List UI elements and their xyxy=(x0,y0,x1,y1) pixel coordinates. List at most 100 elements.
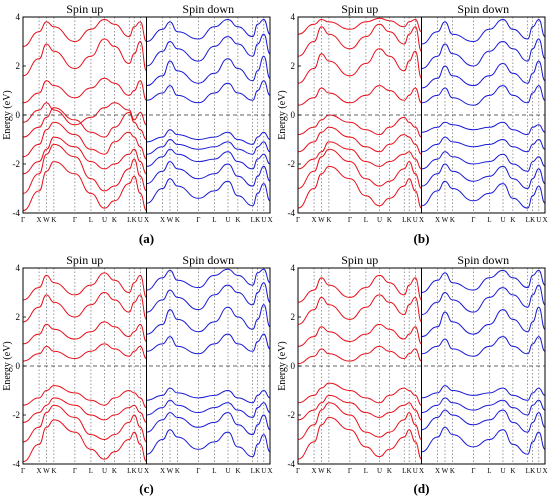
k-point-label: Γ xyxy=(296,467,300,475)
k-point-label: K xyxy=(510,216,515,224)
k-point-label: U xyxy=(377,216,382,224)
k-point-label: X xyxy=(542,216,547,224)
band-line xyxy=(22,102,147,126)
y-tick-label: -2 xyxy=(13,159,21,169)
band-line xyxy=(146,412,271,436)
k-point-label: K xyxy=(175,467,180,475)
subplot-spin-up: Spin up xyxy=(297,2,422,213)
band-line xyxy=(146,282,271,313)
k-point-label: U xyxy=(138,216,143,224)
band-line xyxy=(297,85,422,106)
y-axis-label: Energy (eV) xyxy=(277,90,288,140)
k-point-label: K xyxy=(112,216,117,224)
band-line xyxy=(421,409,546,433)
band-line xyxy=(421,18,546,45)
k-point-label: X xyxy=(144,216,149,224)
k-point-label: U xyxy=(261,216,266,224)
k-point-label: K xyxy=(510,467,515,475)
k-point-label: W xyxy=(43,216,50,224)
band-line xyxy=(421,269,546,293)
k-point-label: K xyxy=(132,216,137,224)
k-point-label: K xyxy=(235,216,240,224)
k-point-label: W xyxy=(442,467,449,475)
k-point-label: X xyxy=(435,216,440,224)
band-line xyxy=(297,48,422,84)
k-point-label: X xyxy=(37,467,42,475)
y-tick-label: 4 xyxy=(16,263,21,273)
y-tick-label: 0 xyxy=(291,110,296,120)
band-line xyxy=(146,33,271,67)
k-point-label: U xyxy=(102,467,107,475)
k-point-label: U xyxy=(225,216,230,224)
k-point-label: L xyxy=(212,467,216,475)
k-point-label: W xyxy=(167,467,174,475)
k-point-label: K xyxy=(175,216,180,224)
k-point-label: L xyxy=(127,216,131,224)
band-line xyxy=(146,80,271,104)
k-point-label: K xyxy=(450,467,455,475)
k-point-label: L xyxy=(487,216,491,224)
y-tick-label: 4 xyxy=(16,12,21,22)
k-point-label: U xyxy=(225,467,230,475)
y-tick-label: 2 xyxy=(16,61,21,71)
k-point-label: Γ xyxy=(73,216,77,224)
k-point-label: U xyxy=(261,467,266,475)
k-point-label: K xyxy=(387,467,392,475)
k-point-label: L xyxy=(251,216,255,224)
band-line xyxy=(22,143,147,194)
band-line xyxy=(297,394,422,421)
k-point-label: U xyxy=(377,467,382,475)
k-point-label: Γ xyxy=(21,467,25,475)
panel-label: (c) xyxy=(139,481,153,496)
subplot-spin-down: Spin down xyxy=(421,253,546,464)
k-point-label: K xyxy=(235,467,240,475)
k-point-label: Γ xyxy=(471,467,475,475)
k-point-label: X xyxy=(312,216,317,224)
band-line xyxy=(421,306,546,338)
k-point-label: U xyxy=(413,216,418,224)
band-line xyxy=(22,343,147,362)
y-tick-label: -2 xyxy=(13,410,21,420)
band-line xyxy=(297,165,422,209)
k-point-label: X xyxy=(37,216,42,224)
k-point-label: K xyxy=(407,467,412,475)
k-point-label: U xyxy=(102,216,107,224)
subplot-title: Spin up xyxy=(66,2,103,16)
band-line xyxy=(421,38,546,69)
k-point-label: W xyxy=(318,467,325,475)
k-point-label: L xyxy=(212,216,216,224)
k-point-label: K xyxy=(530,467,535,475)
k-point-label: L xyxy=(89,467,93,475)
k-point-label: K xyxy=(132,467,137,475)
k-point-label: X xyxy=(144,467,149,475)
band-line xyxy=(22,272,147,301)
k-point-label: L xyxy=(364,467,368,475)
k-point-label: K xyxy=(407,216,412,224)
band-line xyxy=(421,151,546,172)
band-line xyxy=(297,294,422,325)
band-line xyxy=(421,136,546,153)
band-line xyxy=(297,114,422,138)
k-point-label: L xyxy=(526,216,530,224)
band-line xyxy=(146,18,271,42)
band-line xyxy=(22,121,147,160)
k-point-label: K xyxy=(326,216,331,224)
k-point-label: X xyxy=(312,467,317,475)
k-point-label: Γ xyxy=(73,467,77,475)
y-axis-label: Energy (eV) xyxy=(2,341,13,391)
y-axis-label: Energy (eV) xyxy=(277,341,288,391)
band-line xyxy=(22,107,147,140)
band-line xyxy=(146,429,271,458)
band-line xyxy=(22,404,147,443)
band-line xyxy=(22,321,147,345)
k-point-label: Γ xyxy=(471,216,475,224)
subplot-spin-down: Spin down xyxy=(146,253,271,464)
k-point-label: W xyxy=(43,467,50,475)
k-point-label: U xyxy=(500,216,505,224)
subplot-spin-up: Spin up xyxy=(297,253,422,464)
band-line xyxy=(146,55,271,87)
band-line xyxy=(297,148,422,189)
band-line xyxy=(297,382,422,406)
k-point-label: L xyxy=(526,467,530,475)
